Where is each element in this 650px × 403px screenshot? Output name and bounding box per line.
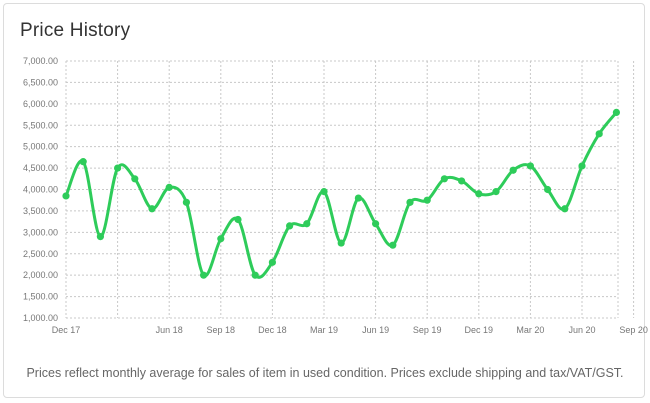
price-footnote: Prices reflect monthly average for sales…	[26, 366, 624, 380]
data-point[interactable]	[458, 177, 466, 185]
data-point[interactable]	[148, 205, 156, 213]
data-point[interactable]	[354, 194, 362, 202]
y-tick-label: 7,000.00	[23, 56, 58, 66]
y-tick-label: 5,000.00	[23, 142, 58, 152]
x-tick-label: Dec 19	[465, 325, 494, 335]
y-tick-label: 3,000.00	[23, 227, 58, 237]
data-point[interactable]	[578, 162, 586, 170]
data-point[interactable]	[492, 188, 500, 196]
data-point[interactable]	[509, 166, 517, 174]
data-point[interactable]	[286, 222, 294, 230]
data-point[interactable]	[475, 190, 483, 198]
data-point[interactable]	[423, 196, 431, 204]
data-point[interactable]	[114, 164, 122, 172]
price-series	[62, 108, 621, 279]
data-point[interactable]	[268, 258, 276, 266]
data-point[interactable]	[337, 239, 345, 247]
chart-title: Price History	[20, 20, 131, 41]
data-point[interactable]	[561, 205, 569, 213]
data-point[interactable]	[303, 220, 311, 228]
x-tick-label: Jun 19	[362, 325, 389, 335]
data-point[interactable]	[251, 271, 259, 279]
y-tick-label: 4,500.00	[23, 163, 58, 173]
data-point[interactable]	[131, 175, 139, 183]
chart-grid	[65, 60, 635, 319]
y-tick-label: 6,000.00	[23, 99, 58, 109]
x-tick-label: Dec 18	[258, 325, 287, 335]
data-point[interactable]	[217, 235, 225, 243]
data-point[interactable]	[182, 198, 190, 206]
data-point[interactable]	[200, 271, 208, 279]
x-tick-label: Jun 20	[568, 325, 595, 335]
data-point[interactable]	[526, 162, 535, 170]
y-tick-label: 4,000.00	[23, 185, 58, 195]
x-tick-label: Sep 19	[413, 325, 442, 335]
y-tick-label: 1,000.00	[23, 313, 58, 323]
y-tick-label: 2,500.00	[23, 249, 58, 259]
y-tick-label: 2,000.00	[23, 270, 58, 280]
x-axis: Dec 17 Jun 18 Sep 18 Dec 18 Mar 19 Jun 19 Sep …	[52, 325, 648, 335]
x-tick-label: Sep 20	[619, 325, 648, 335]
data-point[interactable]	[389, 241, 397, 249]
x-tick-label: Mar 19	[310, 325, 338, 335]
data-point[interactable]	[406, 198, 414, 206]
price-line	[64, 110, 618, 279]
x-tick-label: Jun 18	[156, 325, 183, 335]
y-tick-label: 1,500.00	[23, 292, 58, 302]
y-tick-label: 6,500.00	[23, 77, 58, 87]
data-point[interactable]	[79, 158, 87, 166]
y-tick-label: 3,500.00	[23, 206, 58, 216]
data-point[interactable]	[165, 183, 173, 191]
data-point[interactable]	[612, 108, 621, 116]
data-point[interactable]	[320, 188, 328, 196]
data-point[interactable]	[372, 220, 380, 228]
x-tick-label: Mar 20	[516, 325, 544, 335]
y-axis: 1,000.00 1,500.00 2,000.00 2,500.00 3,000.00…	[23, 56, 58, 323]
x-tick-label: Dec 17	[52, 325, 81, 335]
y-tick-label: 5,500.00	[23, 120, 58, 130]
data-point[interactable]	[440, 175, 448, 183]
data-point[interactable]	[544, 185, 552, 194]
data-point[interactable]	[96, 233, 104, 241]
x-tick-label: Sep 18	[207, 325, 236, 335]
data-point[interactable]	[234, 215, 242, 224]
data-point[interactable]	[595, 130, 603, 138]
data-point[interactable]	[62, 192, 70, 200]
